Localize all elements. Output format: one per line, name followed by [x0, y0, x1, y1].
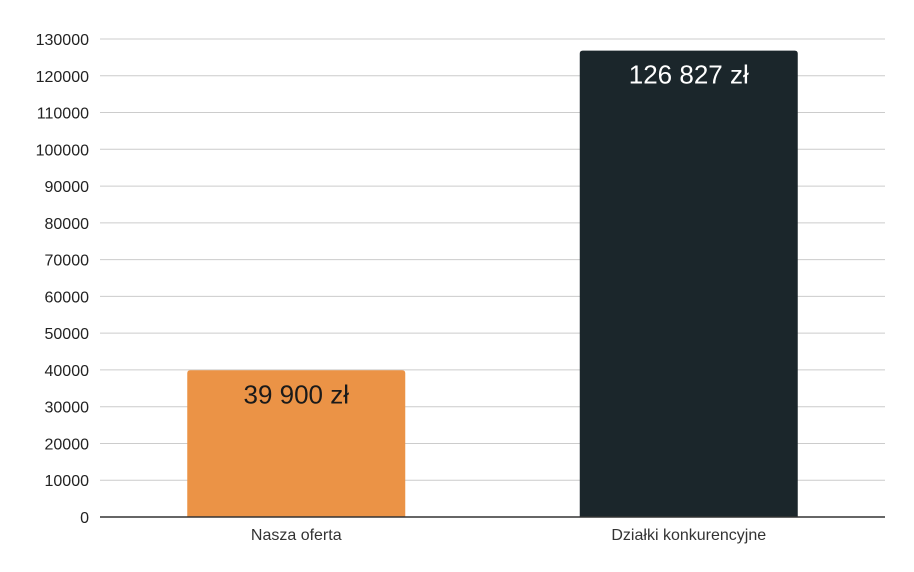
y-tick-label: 130000	[36, 32, 89, 49]
y-tick-label: 60000	[45, 289, 90, 306]
bar	[579, 50, 798, 518]
y-tick-label: 70000	[45, 253, 90, 270]
y-tick-label: 0	[80, 510, 89, 527]
y-tick-label: 20000	[45, 436, 90, 453]
y-tick-label: 100000	[36, 142, 89, 159]
y-tick-label: 30000	[45, 400, 90, 417]
y-tick-label: 50000	[45, 326, 90, 343]
y-tick-label: 40000	[45, 363, 90, 380]
x-category-label: Działki konkurencyjne	[611, 527, 766, 544]
y-tick-label: 120000	[36, 69, 89, 86]
x-category-label: Nasza oferta	[251, 527, 342, 544]
y-tick-label: 10000	[45, 473, 90, 490]
bars	[187, 50, 798, 518]
y-tick-label: 90000	[45, 179, 90, 196]
bar	[187, 370, 406, 517]
bar-data-label: 39 900 zł	[243, 379, 349, 409]
bar-data-label: 126 827 zł	[629, 60, 749, 90]
labels: 39 900 zł Nasza oferta 126 827 zł Działki k…	[243, 60, 766, 544]
y-axis-ticks: 0 10000 20000 30000 40000 50000 60000 70000 8000…	[36, 32, 89, 527]
y-tick-label: 110000	[37, 106, 89, 123]
y-tick-label: 80000	[45, 216, 90, 233]
